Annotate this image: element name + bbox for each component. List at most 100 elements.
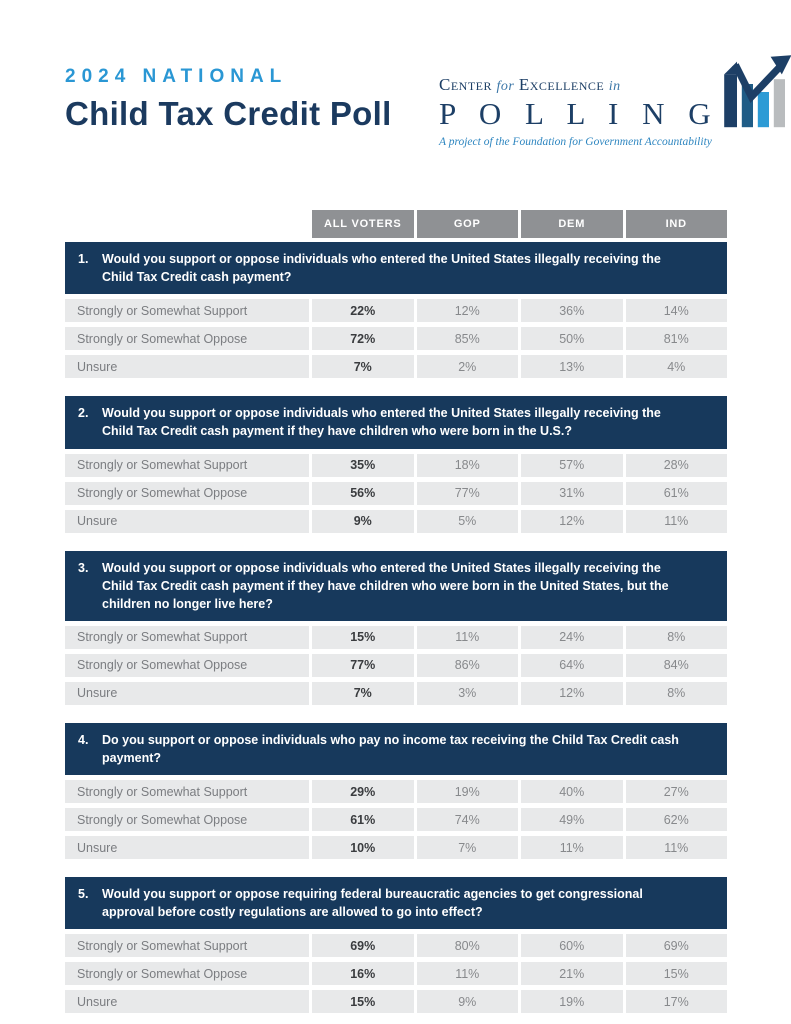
question-block: 4. Do you support or oppose individuals … [65,722,727,860]
question-block: 2. Would you support or oppose individua… [65,396,727,533]
value-ind: 8% [625,681,727,705]
value-ind: 8% [625,625,727,649]
value-all-voters: 9% [312,509,414,533]
question-rows: Strongly or Somewhat Support 29% 19% 40%… [65,780,727,860]
value-all-voters: 72% [312,327,414,351]
value-all-voters: 15% [312,625,414,649]
answer-label: Strongly or Somewhat Oppose [65,327,309,351]
question-text: Would you support or oppose individuals … [102,406,661,439]
org-name-line1: Center for Excellence in [439,75,719,95]
value-gop: 3% [416,681,518,705]
title-block: 2024 NATIONAL Child Tax Credit Poll [65,60,392,133]
table-row: Unsure 9% 5% 12% 11% [65,509,727,533]
answer-label: Unsure [65,681,309,705]
org-tagline: A project of the Foundation for Governme… [439,136,712,148]
value-dem: 49% [521,808,623,832]
poll-table: ALL VOTERS GOP DEM IND 1. Would you supp… [65,210,727,1014]
org-word-center: Center [439,75,492,94]
value-gop: 9% [416,990,518,1014]
question-number: 2. [78,406,89,421]
question-header: 1. Would you support or oppose individua… [65,242,727,295]
value-all-voters: 61% [312,808,414,832]
org-word-in: in [608,79,621,94]
value-gop: 86% [416,653,518,677]
question-text: Would you support or oppose individuals … [102,252,661,285]
value-gop: 85% [416,327,518,351]
value-ind: 4% [625,355,727,379]
table-row: Unsure 10% 7% 11% 11% [65,836,727,860]
question-number: 4. [78,732,89,747]
question-block: 5. Would you support or oppose requiring… [65,877,727,1014]
value-gop: 12% [416,299,518,323]
value-all-voters: 56% [312,481,414,505]
question-number: 1. [78,252,89,266]
value-all-voters: 22% [312,299,414,323]
value-gop: 5% [416,509,518,533]
table-row: Strongly or Somewhat Oppose 16% 11% 21% … [65,962,727,986]
answer-label: Strongly or Somewhat Support [65,625,309,649]
org-logo-text: Center for Excellence in P O L L I N G [439,75,719,132]
value-gop: 74% [416,808,518,832]
table-row: Strongly or Somewhat Support 22% 12% 36%… [65,299,727,323]
page-title: Child Tax Credit Poll [65,95,392,132]
questions-container: 1. Would you support or oppose individua… [65,242,727,1014]
value-dem: 11% [521,836,623,860]
question-block: 1. Would you support or oppose individua… [65,242,727,379]
column-header-gop: GOP [416,210,518,238]
question-text: Would you support or oppose requiring fe… [102,887,643,920]
page-header: 2024 NATIONAL Child Tax Credit Poll Cent… [65,55,791,148]
question-rows: Strongly or Somewhat Support 69% 80% 60%… [65,934,727,1014]
value-ind: 28% [625,453,727,477]
answer-label: Strongly or Somewhat Oppose [65,653,309,677]
value-gop: 19% [416,780,518,804]
value-dem: 57% [521,453,623,477]
value-dem: 19% [521,990,623,1014]
value-all-voters: 7% [312,355,414,379]
value-gop: 11% [416,962,518,986]
bar-chart-arrow-icon [723,55,791,128]
value-gop: 77% [416,481,518,505]
answer-label: Unsure [65,836,309,860]
value-ind: 14% [625,299,727,323]
question-rows: Strongly or Somewhat Support 35% 18% 57%… [65,453,727,533]
value-ind: 61% [625,481,727,505]
table-row: Strongly or Somewhat Oppose 56% 77% 31% … [65,481,727,505]
value-gop: 18% [416,453,518,477]
answer-label: Unsure [65,509,309,533]
column-header-ind: IND [625,210,727,238]
answer-label: Strongly or Somewhat Oppose [65,481,309,505]
answer-label: Strongly or Somewhat Support [65,780,309,804]
value-dem: 40% [521,780,623,804]
answer-label: Unsure [65,990,309,1014]
answer-label: Strongly or Somewhat Support [65,934,309,958]
value-ind: 17% [625,990,727,1014]
answer-label: Strongly or Somewhat Oppose [65,962,309,986]
question-number: 5. [78,887,89,902]
question-header: 2. Would you support or oppose individua… [65,396,727,449]
table-row: Strongly or Somewhat Support 69% 80% 60%… [65,934,727,958]
value-dem: 24% [521,625,623,649]
question-number: 3. [78,560,89,575]
value-ind: 62% [625,808,727,832]
value-all-voters: 29% [312,780,414,804]
column-header-spacer [65,210,309,238]
value-ind: 27% [625,780,727,804]
question-header: 3. Would you support or oppose individua… [65,550,727,621]
answer-label: Strongly or Somewhat Support [65,299,309,323]
value-all-voters: 15% [312,990,414,1014]
value-dem: 50% [521,327,623,351]
question-header: 5. Would you support or oppose requiring… [65,877,727,930]
question-rows: Strongly or Somewhat Support 22% 12% 36%… [65,299,727,379]
value-dem: 64% [521,653,623,677]
value-all-voters: 7% [312,681,414,705]
table-row: Strongly or Somewhat Oppose 61% 74% 49% … [65,808,727,832]
column-header-row: ALL VOTERS GOP DEM IND [65,210,727,238]
answer-label: Strongly or Somewhat Oppose [65,808,309,832]
value-dem: 31% [521,481,623,505]
org-name-line2: P O L L I N G [439,96,719,131]
value-all-voters: 77% [312,653,414,677]
question-header: 4. Do you support or oppose individuals … [65,722,727,776]
table-row: Unsure 15% 9% 19% 17% [65,990,727,1014]
value-dem: 13% [521,355,623,379]
question-text: Would you support or oppose individuals … [102,560,669,611]
